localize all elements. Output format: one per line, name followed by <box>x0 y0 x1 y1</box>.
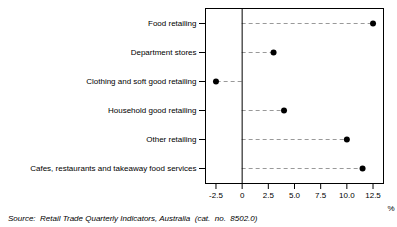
svg-text:Department stores: Department stores <box>131 48 197 57</box>
svg-text:-2.5: -2.5 <box>209 191 223 200</box>
svg-text:%: % <box>387 204 394 213</box>
svg-text:Cafes, restaurants and takeawa: Cafes, restaurants and takeaway food ser… <box>30 164 196 173</box>
svg-text:12.5: 12.5 <box>365 191 381 200</box>
svg-text:Other retailing: Other retailing <box>146 135 196 144</box>
html-text:Source: Retail Trade Quarterly: Source: Retail Trade Quarterly Indicator… <box>8 214 258 223</box>
svg-text:10.0: 10.0 <box>339 191 355 200</box>
svg-text:5.0: 5.0 <box>289 191 301 200</box>
svg-text:0: 0 <box>240 191 245 200</box>
svg-text:2.5: 2.5 <box>263 191 275 200</box>
svg-text:Food retailing: Food retailing <box>148 19 196 28</box>
svg-text:7.5: 7.5 <box>315 191 327 200</box>
svg-text:Household good retailing: Household good retailing <box>108 106 197 115</box>
svg-text:Clothing and soft good retaili: Clothing and soft good retailing <box>86 77 196 86</box>
